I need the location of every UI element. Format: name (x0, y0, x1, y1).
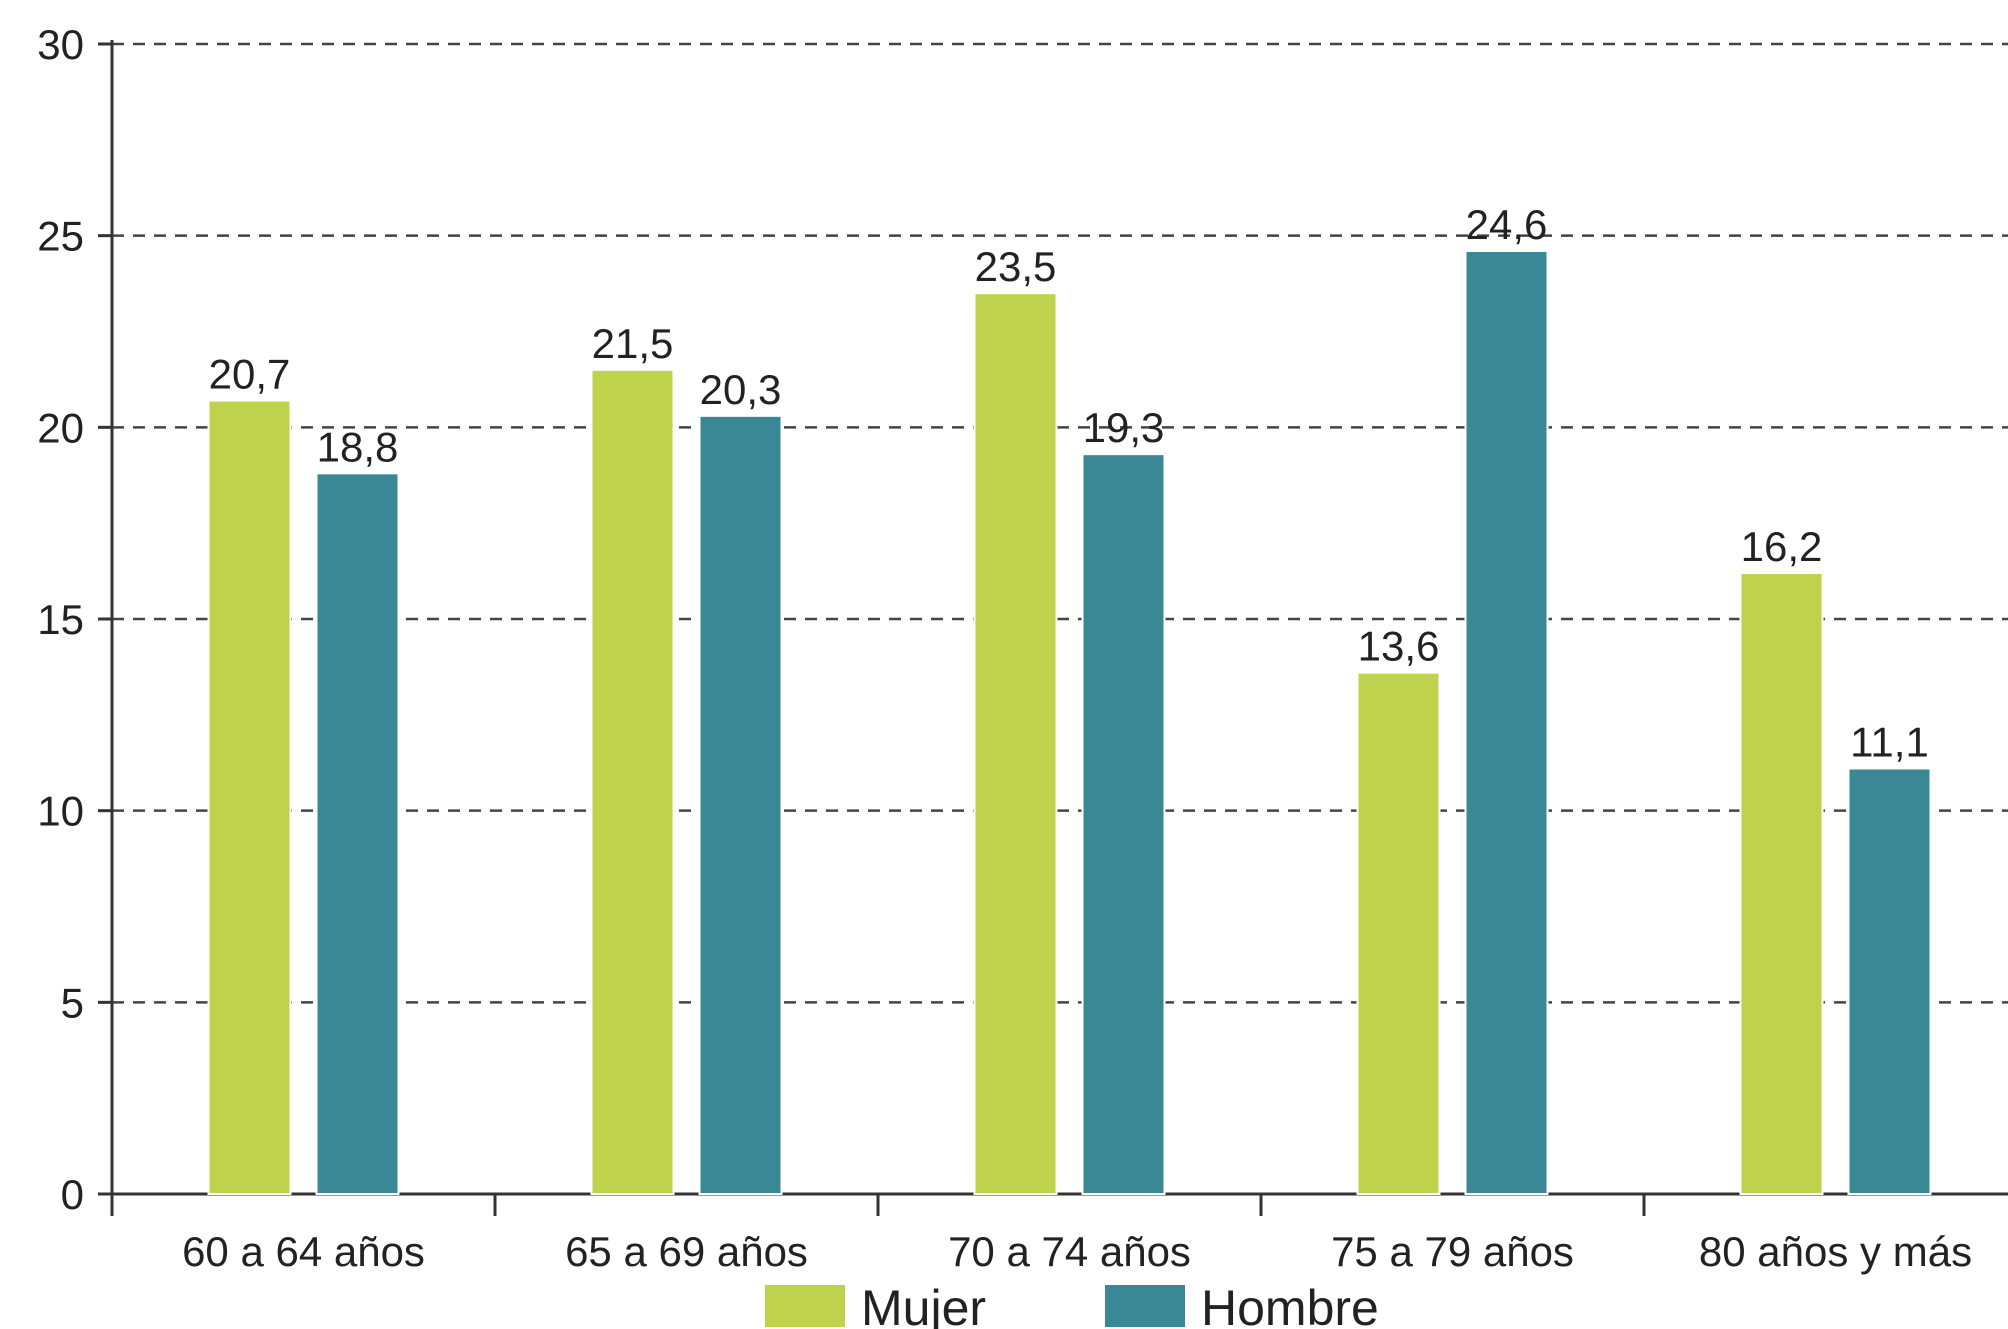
data-label: 23,5 (975, 243, 1057, 290)
data-label: 21,5 (592, 320, 674, 367)
x-category-label: 75 a 79 años (1331, 1228, 1574, 1275)
y-tick-label: 0 (61, 1171, 84, 1218)
bar-mujer-2 (975, 293, 1057, 1194)
data-label: 13,6 (1358, 623, 1440, 670)
bar-mujer-1 (592, 370, 674, 1194)
x-category-label: 65 a 69 años (565, 1228, 808, 1275)
legend-label-hombre: Hombre (1201, 1280, 1379, 1329)
x-category-label: 70 a 74 años (948, 1228, 1191, 1275)
bar-hombre-2 (1083, 454, 1165, 1194)
y-tick-label: 15 (37, 596, 84, 643)
data-label: 19,3 (1083, 404, 1165, 451)
y-tick-label: 20 (37, 404, 84, 451)
legend-swatch-mujer (765, 1285, 845, 1327)
data-label: 16,2 (1741, 523, 1823, 570)
data-label: 24,6 (1466, 201, 1548, 248)
bar-hombre-3 (1466, 251, 1548, 1194)
bar-hombre-0 (317, 473, 399, 1194)
data-label: 20,7 (209, 351, 291, 398)
legend-label-mujer: Mujer (861, 1280, 986, 1329)
y-tick-label: 5 (61, 979, 84, 1026)
bar-mujer-0 (209, 401, 291, 1195)
x-category-label: 60 a 64 años (182, 1228, 425, 1275)
data-label: 18,8 (317, 423, 399, 470)
x-category-label: 80 años y más (1699, 1228, 1972, 1275)
legend-swatch-hombre (1105, 1285, 1185, 1327)
data-label: 20,3 (700, 366, 782, 413)
bar-hombre-1 (700, 416, 782, 1194)
bar-mujer-4 (1741, 573, 1823, 1194)
bar-hombre-4 (1849, 769, 1931, 1195)
y-tick-label: 10 (37, 788, 84, 835)
data-label: 11,1 (1850, 719, 1929, 766)
y-tick-label: 25 (37, 213, 84, 260)
y-tick-label: 30 (37, 21, 84, 68)
bar-mujer-3 (1358, 673, 1440, 1194)
